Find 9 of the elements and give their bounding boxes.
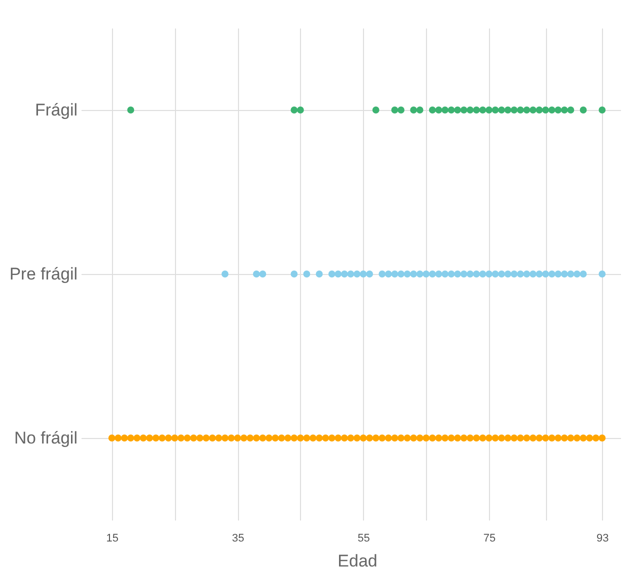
x-tick-label: 75 bbox=[483, 532, 496, 544]
x-tick-label: 55 bbox=[358, 532, 370, 544]
x-tick-label: 93 bbox=[596, 532, 609, 544]
x-tick-label: 15 bbox=[106, 532, 118, 544]
y-tick-label: Frágil bbox=[34, 100, 78, 120]
x-tick-label: 35 bbox=[232, 532, 244, 544]
x-axis-title: Edad bbox=[338, 552, 378, 570]
y-tick-label: No frágil bbox=[14, 428, 78, 448]
y-tick-label: Pre frágil bbox=[9, 264, 78, 284]
